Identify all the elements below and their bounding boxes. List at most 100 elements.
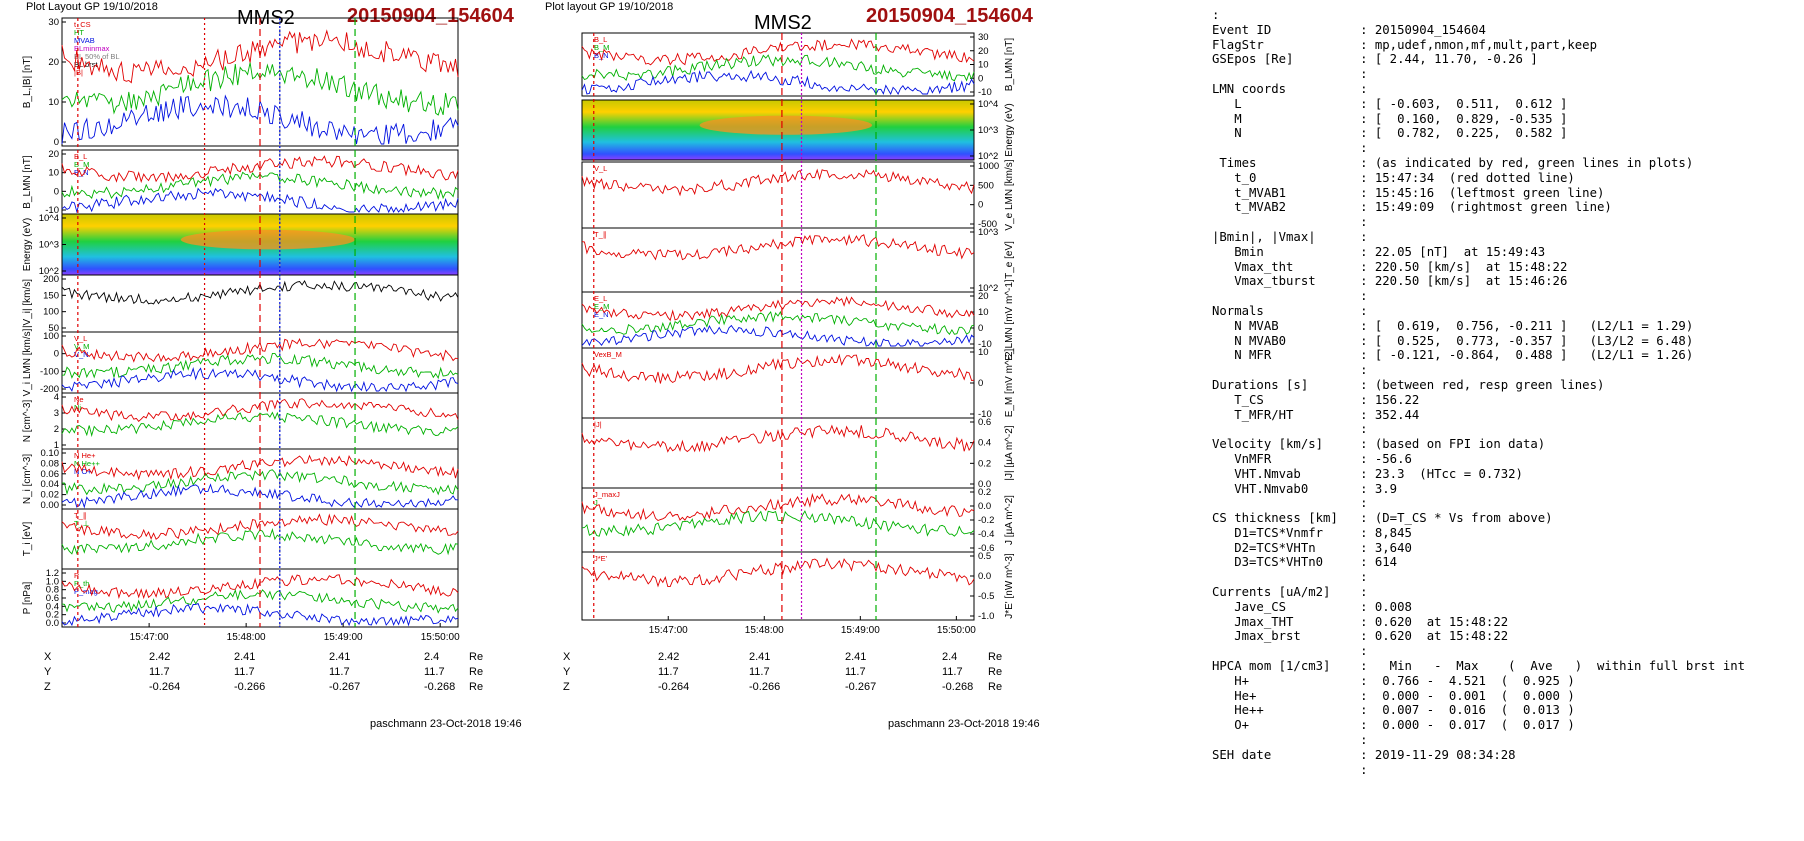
left-panel-4-legend: V_L [74,334,87,343]
summary-line: VnMFR : -56.6 [1212,451,1412,466]
summary-line: SEH date : 2019-11-29 08:34:28 [1212,747,1516,762]
coord-value: 2.41 [845,651,867,663]
coord-value: -0.266 [234,681,266,693]
right-panel-4-legend: E_L [594,294,607,303]
right-panel-8-tick: -0.5 [978,591,994,602]
right-panel-6-tick: 0.0 [978,479,991,490]
right-panel-7-legend: J [594,498,598,507]
left-panel-5-tick: 4 [54,392,59,403]
event-summary: : Event ID : 20150904_154604 FlagStr : mp,… [1212,8,1802,777]
left-panel-0-ylabel: B_L,|B| [nT] [22,56,33,109]
left-panel-6-legend: N He+ [74,451,96,460]
right-panel-5-tick: 10 [978,347,989,358]
right-panel-7-tick: -0.2 [978,515,994,526]
left-panel-3-ylabel: |V_i| [km/s] [22,279,33,328]
right-panel-8-trace [581,557,975,588]
right-panel-0-legend: B_N [594,51,609,60]
right-time-tick: 15:47:00 [649,625,688,636]
right-panel-4-legend: E_N [594,310,609,319]
summary-line: He++ : 0.007 - 0.016 ( 0.013 ) [1212,703,1575,718]
left-panel-6-tick: 0.08 [41,458,60,469]
left-panel-2-tick: 10^3 [39,240,59,251]
right-panel-5-tick: -10 [978,409,992,420]
right-panel-6-legend: |J| [594,420,602,429]
summary-line: : [1212,644,1368,659]
summary-line: t_MVAB2 : 15:49:09 (rightmost green line… [1212,200,1612,215]
right-panel-8-tick: -1.0 [978,611,994,622]
left-panel-8-tick: 1.0 [46,576,59,587]
right-panel-6: 0.0 0.2 0.4 0.6 |J| [µA m^-2] |J| [581,417,1015,490]
summary-line: : [1212,733,1368,748]
left-panel-4-ylabel: V_i LMN [km/s] [22,328,33,396]
right-panel-1-tick: 10^2 [978,151,998,162]
left-panel-3-tick: 200 [43,274,59,285]
coord-value: 2.41 [329,651,351,663]
right-panel-0-trace [581,38,975,66]
summary-line: N MVAB : [ 0.619, 0.756, -0.211 ] (L2/L1… [1212,318,1694,333]
right-panel-2-trace [581,168,975,197]
summary-line: VHT.Nmvab : 23.3 (HTcc = 0.732) [1212,466,1523,481]
right-panel-4: -10 0 10 20 E_LMN [mV m^-1] E_LE_ME_N [581,279,1015,361]
left-panel-7-legend: T_∥ [74,511,87,520]
right-panel-5: -10 0 10 E_M [mV m^-2] VexB_M [581,347,1015,420]
left-panel-8-tick: 0.2 [46,610,59,621]
left-panel-4-tick: -100 [40,366,59,377]
coord-label: X [563,651,571,663]
coord-value: -0.264 [149,681,181,693]
left-panel-6-tick: 0.10 [41,448,60,459]
right-panel-3: 10^2 10^3 T_e [eV] T_∥ [581,227,1015,294]
coord-value: -0.267 [845,681,877,693]
right-panel-8-legend: J*E' [594,554,608,563]
coord-value: 2.4 [942,651,958,663]
summary-line: Bmin : 22.05 [nT] at 15:49:43 [1212,244,1546,259]
right-panel-0-trace [581,54,975,82]
summary-line: Jmax_brst : 0.620 at 15:48:22 [1212,629,1509,644]
right-panel-0: -10 0 10 20 30 B_LMN [nT] B_LB_MB_N [581,32,1015,98]
left-panel-0-legend: |B| [74,68,83,77]
right-panel-8-tick: 0.0 [978,571,991,582]
right-panel-5-legend: VexB_M [594,350,622,359]
right-panel-4-trace [581,295,975,322]
right-panel-5-ylabel: E_M [mV m^-2] [1004,348,1015,417]
right-panel-6-ylabel: |J| [µA m^-2] [1004,425,1015,480]
left-panel-8-legend: P_th [74,579,89,588]
summary-line: Velocity [km/s] : (based on FPI ion data… [1212,437,1546,452]
right-event-title: 20150904_154604 [866,5,1033,27]
right-layout-label: Plot layout GP 19/10/2018 [545,1,674,13]
left-panel-5-tick: 3 [54,408,59,419]
right-panel-7-legend: J_maxJ [594,490,620,499]
summary-line: N MVAB0 : [ 0.525, 0.773, -0.357 ] (L3/L… [1212,333,1694,348]
right-panel-2-legend: V_L [594,164,607,173]
left-panel-6-tick: 0.02 [41,490,60,501]
right-panel-6-trace [581,424,975,453]
left-panel-0-legend: HT [74,28,84,37]
left-panel-8-tick: 1.2 [46,568,59,579]
left-panel-7: T_i [eV] T_∥T_⊥ [22,508,459,570]
left-panel-0-tick: 10 [48,97,59,108]
left-layout-label: Plot Layout GP 19/10/2018 [26,1,158,13]
left-panel-0-tick: 0 [54,137,59,148]
right-panel-4-ylabel: E_LMN [mV m^-1] [1004,279,1015,361]
summary-line: Times : (as indicated by red, green line… [1212,155,1694,170]
coord-label: Z [44,681,51,693]
summary-line: FlagStr : mp,udef,nmon,mf,mult,part,keep [1212,37,1597,52]
summary-line: T_CS : 156.22 [1212,392,1420,407]
left-panel-1-tick: 0 [54,186,59,197]
left-panel-6-tick: 0.04 [41,479,60,490]
summary-line: H+ : 0.766 - 4.521 ( 0.925 ) [1212,673,1575,688]
summary-line: Durations [s] : (between red, resp green… [1212,377,1605,392]
right-panel-0-tick: -10 [978,87,992,98]
right-time-tick: 15:50:00 [937,625,976,636]
coord-value: 2.41 [749,651,771,663]
summary-line: N MFR : [ -0.121, -0.864, 0.488 ] (L2/L1… [1212,348,1694,363]
left-panel-1-trace [61,155,459,184]
left-panel-6-tick: 0.00 [41,500,60,511]
right-panel-7-ylabel: J [µA m^-2] [1004,495,1015,545]
coord-label: Y [563,666,571,678]
left-panel-0-tick: 30 [48,17,59,28]
right-panel-7-tick: -0.4 [978,529,994,540]
left-spectrogram-hotspot [180,229,356,250]
right-panel-5-trace [581,353,975,384]
